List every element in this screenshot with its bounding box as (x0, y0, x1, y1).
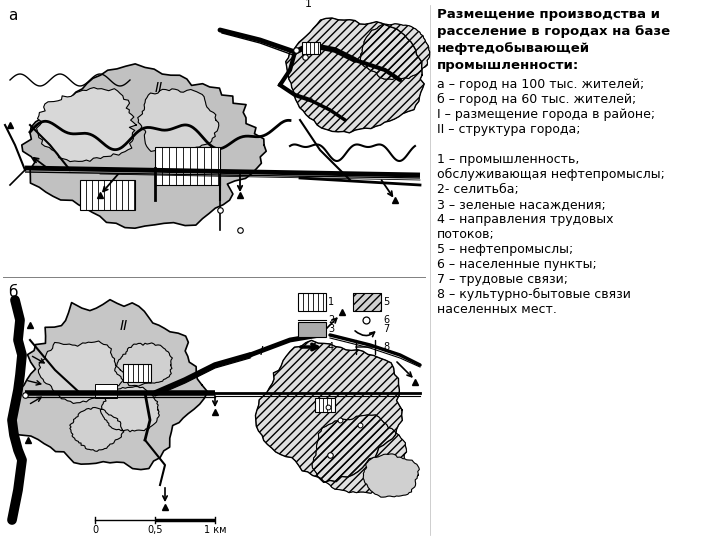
Polygon shape (138, 89, 219, 154)
Text: 0: 0 (92, 525, 98, 535)
Text: Размещение производства и: Размещение производства и (437, 8, 660, 21)
Text: населенных мест.: населенных мест. (437, 303, 557, 316)
Polygon shape (100, 387, 159, 432)
Text: потоков;: потоков; (437, 228, 495, 241)
Polygon shape (360, 24, 430, 79)
Text: 1: 1 (328, 297, 334, 307)
Bar (298, 322, 326, 337)
Bar (155, 147, 220, 185)
Polygon shape (312, 415, 407, 493)
Polygon shape (286, 18, 424, 133)
Bar (302, 42, 320, 54)
Polygon shape (256, 340, 402, 482)
Bar (298, 293, 326, 311)
Text: 1 км: 1 км (204, 525, 226, 535)
Text: б: б (8, 285, 17, 300)
Text: II: II (120, 319, 128, 333)
Text: I – размещение города в районе;: I – размещение города в районе; (437, 108, 655, 121)
Text: 0,5: 0,5 (148, 525, 163, 535)
Text: промышленности:: промышленности: (437, 59, 580, 72)
Text: 5 – нефтепромыслы;: 5 – нефтепромыслы; (437, 243, 573, 256)
Text: 1: 1 (305, 0, 312, 9)
Bar (80, 180, 135, 210)
Text: 7 – трудовые связи;: 7 – трудовые связи; (437, 273, 568, 286)
Text: 4 – направления трудовых: 4 – направления трудовых (437, 213, 613, 226)
Polygon shape (38, 341, 125, 403)
Text: I: I (260, 345, 264, 358)
Bar (315, 398, 335, 412)
Bar (95, 384, 117, 398)
Polygon shape (70, 408, 124, 451)
Text: 7: 7 (383, 324, 390, 334)
Text: 2: 2 (328, 315, 334, 325)
Text: 2- селитьба;: 2- селитьба; (437, 183, 518, 196)
Polygon shape (12, 300, 207, 470)
Bar (123, 364, 151, 382)
Text: б – город на 60 тыс. жителей;: б – город на 60 тыс. жителей; (437, 93, 636, 106)
Polygon shape (37, 87, 136, 161)
Text: расселение в городах на базе: расселение в городах на базе (437, 25, 670, 38)
Text: 3: 3 (328, 324, 334, 334)
Text: 6: 6 (383, 315, 389, 325)
Text: нефтедобывающей: нефтедобывающей (437, 42, 590, 55)
Text: 4: 4 (328, 342, 334, 352)
Text: 8: 8 (383, 342, 389, 352)
Polygon shape (114, 343, 172, 386)
Text: II – структура города;: II – структура города; (437, 123, 580, 136)
Text: обслуживающая нефтепромыслы;: обслуживающая нефтепромыслы; (437, 168, 665, 181)
Text: 1 – промышленность,: 1 – промышленность, (437, 153, 580, 166)
Text: 8 – культурно-бытовые связи: 8 – культурно-бытовые связи (437, 288, 631, 301)
Text: II: II (155, 81, 163, 95)
Polygon shape (22, 64, 266, 228)
Text: 6 – населенные пункты;: 6 – населенные пункты; (437, 258, 597, 271)
Text: а – город на 100 тыс. жителей;: а – город на 100 тыс. жителей; (437, 78, 644, 91)
Bar (353, 293, 381, 311)
Polygon shape (363, 454, 419, 497)
Text: а: а (8, 8, 17, 23)
Text: 5: 5 (383, 297, 390, 307)
Text: 3 – зеленые насаждения;: 3 – зеленые насаждения; (437, 198, 606, 211)
